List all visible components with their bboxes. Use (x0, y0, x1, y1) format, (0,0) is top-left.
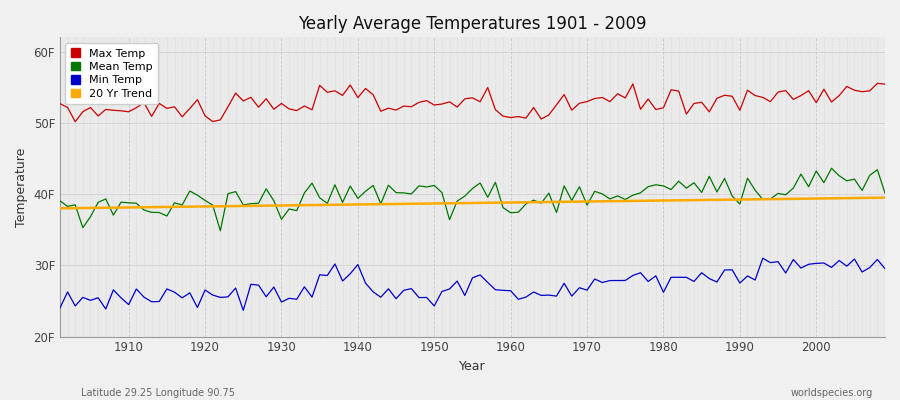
Text: Latitude 29.25 Longitude 90.75: Latitude 29.25 Longitude 90.75 (81, 388, 235, 398)
Title: Yearly Average Temperatures 1901 - 2009: Yearly Average Temperatures 1901 - 2009 (298, 15, 647, 33)
X-axis label: Year: Year (459, 360, 486, 373)
Text: worldspecies.org: worldspecies.org (791, 388, 873, 398)
Y-axis label: Temperature: Temperature (15, 147, 28, 227)
Legend: Max Temp, Mean Temp, Min Temp, 20 Yr Trend: Max Temp, Mean Temp, Min Temp, 20 Yr Tre… (66, 43, 158, 104)
